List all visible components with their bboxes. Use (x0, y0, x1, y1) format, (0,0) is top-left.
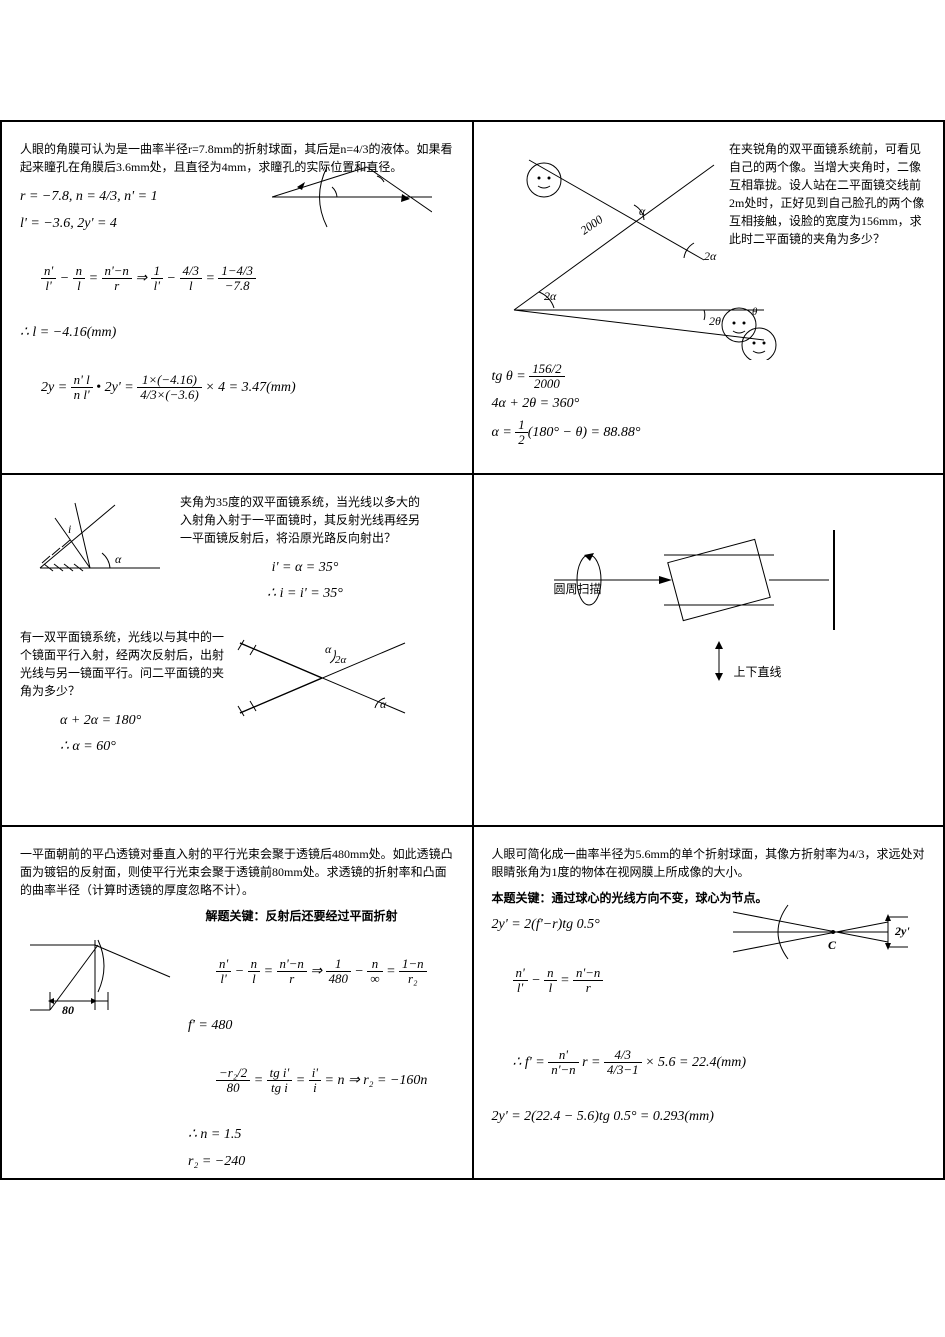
p4-diagram (544, 515, 874, 685)
p5-eq1: n'l' − nl = n'−nr ⇒ 1480 − n∞ = 1−nr₂ (188, 930, 427, 1013)
p3b-eq2: ∴ α = 60° (20, 734, 230, 761)
p6-eq4: 2y' = 2(22.4 − 5.6)tg 0.5° = 0.293(mm) (492, 1104, 930, 1131)
p1-diagram (272, 162, 432, 242)
p2-eq1: tg θ = 156/22000 (492, 362, 641, 391)
p2-diagram: 2000 α 2α 2α 2θ θ (484, 140, 784, 360)
p3b-eq1: α + 2α = 180° (20, 708, 230, 735)
cell-3: i α 夹角为35度的双平面镜系统，当光线以多大的入射角入射于一平面镜时，其反射… (1, 474, 473, 827)
cell-5: 一平面朝前的平凸透镜对垂直入射的平行光束会聚于透镜后480mm处。如此透镜凸面为… (1, 826, 473, 1179)
svg-text:C: C (828, 938, 837, 952)
svg-text:2y': 2y' (894, 924, 910, 938)
cell-1: 人眼的角膜可认为是一曲率半径r=7.8mm的折射球面，其后是n=4/3的液体。如… (1, 121, 473, 474)
p4-label-scan: 圆周扫描 (554, 580, 602, 598)
p3b-problem-text: 有一双平面镜系统，光线以与其中的一个镜面平行入射，经两次反射后，出射光线与另一镜… (20, 628, 230, 700)
p1-eq4: ∴ l = −4.16(mm) (20, 320, 458, 347)
p1-eq5: 2y = n' ln l' • 2y' = 1×(−4.16)4/3×(−3.6… (20, 346, 458, 429)
svg-text:2α: 2α (704, 249, 717, 263)
p5-eq2: f' = 480 (188, 1013, 427, 1040)
p2-eq2: 4α + 2θ = 360° (492, 391, 641, 418)
p4-label-line: 上下直线 (734, 663, 782, 681)
svg-text:2000: 2000 (577, 212, 605, 237)
svg-text:θ: θ (752, 306, 758, 318)
svg-text:i: i (68, 522, 71, 536)
p5-hint: 解题关键：反射后还要经过平面折射 (20, 907, 458, 924)
p5-diagram: 80 (20, 930, 180, 1040)
svg-text:α: α (115, 552, 122, 566)
svg-text:80: 80 (62, 1003, 74, 1017)
p6-diagram: C 2y' (733, 887, 923, 977)
p6-eq3: ∴ f' = n'n'−n r = 4/34/3−1 × 5.6 = 22.4(… (492, 1021, 930, 1104)
p5-eq4: ∴ n = 1.5 (188, 1122, 427, 1149)
cell-4: 圆周扫描 上下直线 (473, 474, 945, 827)
svg-text:α: α (639, 204, 646, 218)
p3a-eq2: ∴ i = i' = 35° (180, 581, 430, 608)
p3a-eq1: i' = α = 35° (180, 555, 430, 582)
p1-eq3: n'l' − nl = n'−nr ⇒ 1l' − 4/3l = 1−4/3−7… (20, 237, 458, 320)
problem-grid: 人眼的角膜可认为是一曲率半径r=7.8mm的折射球面，其后是n=4/3的液体。如… (0, 120, 945, 1180)
svg-text:2α: 2α (335, 654, 347, 666)
cell-6: 人眼可简化成一曲率半径为5.6mm的单个折射球面，其像方折射率为4/3，求远处对… (473, 826, 945, 1179)
p5-eq5: r₂ = −240 (188, 1149, 427, 1176)
p5-problem-text: 一平面朝前的平凸透镜对垂直入射的平行光束会聚于透镜后480mm处。如此透镜凸面为… (20, 845, 458, 899)
svg-text:α: α (325, 642, 332, 656)
p6-problem-text: 人眼可简化成一曲率半径为5.6mm的单个折射球面，其像方折射率为4/3，求远处对… (492, 845, 930, 881)
p3a-diagram: i α (20, 493, 170, 583)
svg-text:2θ: 2θ (709, 314, 721, 328)
p3b-diagram: α 2α α (230, 628, 430, 728)
p5-eq3: −r₂/280 = tg i'tg i = i'i = n ⇒ r₂ = −16… (188, 1039, 427, 1122)
p3a-problem-text: 夹角为35度的双平面镜系统，当光线以多大的入射角入射于一平面镜时，其反射光线再经… (180, 493, 430, 547)
cell-2: 在夹锐角的双平面镜系统前，可看见自己的两个像。当增大夹角时，二像互相靠拢。设人站… (473, 121, 945, 474)
p2-eq3: α = 12(180° − θ) = 88.88° (492, 418, 641, 447)
